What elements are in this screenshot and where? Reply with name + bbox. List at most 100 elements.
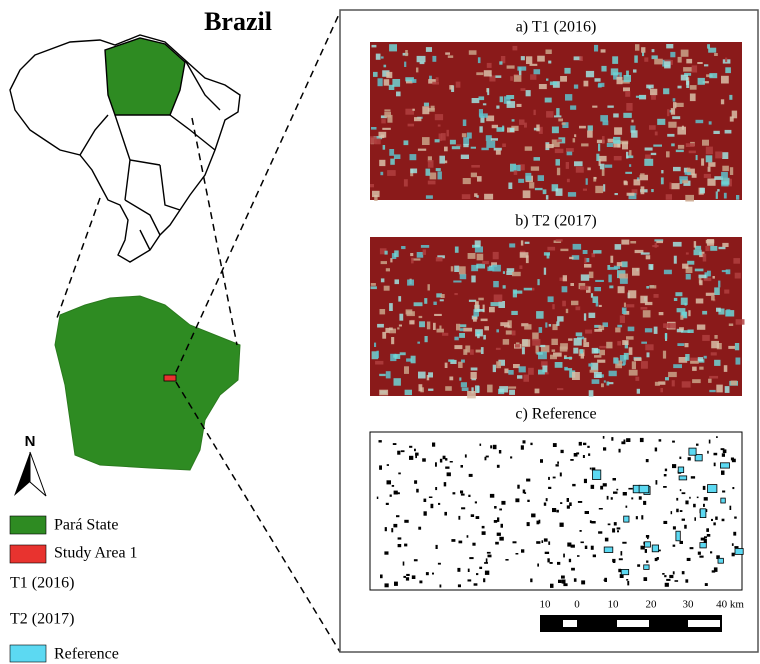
clearing bbox=[419, 316, 423, 318]
clearing bbox=[557, 168, 560, 176]
clearing bbox=[576, 167, 584, 173]
reference-polygon bbox=[445, 467, 449, 469]
reference-polygon bbox=[655, 558, 658, 561]
clearing bbox=[680, 180, 683, 184]
reference-polygon bbox=[722, 453, 725, 457]
clearing bbox=[513, 46, 518, 51]
clearing bbox=[493, 365, 496, 372]
reference-polygon bbox=[567, 543, 571, 547]
reference-polygon bbox=[708, 485, 717, 493]
reference-polygon bbox=[644, 577, 648, 581]
connector bbox=[176, 12, 340, 372]
reference-polygon bbox=[676, 498, 678, 501]
reference-polygon bbox=[672, 441, 675, 443]
clearing bbox=[389, 44, 397, 51]
clearing bbox=[459, 266, 466, 274]
clearing bbox=[508, 370, 513, 375]
reference-polygon bbox=[676, 531, 680, 541]
clearing bbox=[404, 140, 409, 145]
reference-polygon bbox=[591, 485, 595, 489]
clearing bbox=[594, 45, 598, 52]
reference-polygon bbox=[557, 562, 560, 565]
clearing bbox=[665, 333, 667, 339]
clearing bbox=[711, 341, 719, 348]
clearing bbox=[626, 103, 632, 111]
clearing bbox=[496, 361, 501, 368]
reference-polygon bbox=[458, 516, 460, 520]
clearing bbox=[394, 154, 401, 159]
clearing bbox=[613, 113, 619, 117]
clearing bbox=[690, 94, 696, 102]
clearing bbox=[725, 130, 732, 134]
clearing bbox=[650, 285, 657, 288]
clearing bbox=[530, 64, 538, 66]
reference-polygon bbox=[696, 444, 699, 446]
clearing bbox=[626, 304, 634, 307]
clearing bbox=[571, 301, 578, 306]
scale-label: 40 km bbox=[716, 599, 744, 611]
clearing bbox=[698, 357, 703, 361]
clearing bbox=[418, 372, 426, 379]
clearing bbox=[573, 138, 576, 142]
clearing bbox=[500, 322, 509, 326]
reference-polygon bbox=[712, 570, 716, 572]
reference-polygon bbox=[429, 497, 433, 499]
clearing bbox=[677, 343, 684, 346]
reference-polygon bbox=[412, 575, 416, 579]
reference-polygon bbox=[435, 462, 437, 466]
clearing bbox=[525, 242, 530, 244]
clearing bbox=[422, 137, 430, 145]
reference-polygon bbox=[443, 456, 446, 460]
reference-polygon bbox=[616, 489, 618, 491]
clearing bbox=[676, 150, 684, 152]
clearing bbox=[433, 302, 436, 305]
reference-polygon bbox=[461, 494, 465, 496]
clearing bbox=[428, 389, 433, 391]
clearing bbox=[570, 105, 576, 109]
clearing bbox=[581, 143, 588, 146]
reference-polygon bbox=[440, 459, 442, 463]
clearing bbox=[623, 113, 632, 118]
clearing bbox=[548, 61, 551, 64]
clearing bbox=[714, 335, 717, 339]
clearing bbox=[389, 85, 395, 90]
clearing bbox=[545, 98, 552, 103]
clearing bbox=[634, 179, 641, 185]
clearing bbox=[518, 179, 524, 183]
clearing bbox=[479, 96, 485, 100]
reference-polygon bbox=[605, 538, 609, 542]
clearing bbox=[622, 340, 628, 345]
clearing bbox=[608, 139, 614, 143]
clearing bbox=[471, 276, 475, 283]
reference-polygon bbox=[418, 527, 421, 530]
clearing bbox=[709, 121, 712, 124]
reference-polygon bbox=[665, 583, 669, 587]
scale-label: 20 bbox=[646, 599, 658, 611]
reference-polygon bbox=[560, 523, 564, 527]
clearing bbox=[652, 49, 655, 52]
clearing bbox=[456, 324, 460, 331]
clearing bbox=[656, 241, 663, 243]
clearing bbox=[411, 258, 414, 264]
clearing bbox=[378, 78, 383, 86]
clearing bbox=[566, 309, 568, 313]
legend-swatch bbox=[10, 545, 46, 563]
reference-polygon bbox=[617, 527, 621, 529]
reference-polygon bbox=[676, 509, 679, 513]
clearing bbox=[462, 194, 471, 199]
clearing bbox=[460, 274, 467, 279]
clearing bbox=[556, 159, 561, 166]
reference-polygon bbox=[527, 522, 530, 526]
reference-polygon bbox=[697, 497, 699, 499]
reference-polygon bbox=[584, 479, 587, 483]
clearing bbox=[380, 309, 386, 314]
clearing bbox=[682, 264, 688, 269]
clearing bbox=[463, 144, 468, 147]
reference-polygon bbox=[379, 465, 382, 469]
clearing bbox=[547, 254, 550, 259]
clearing bbox=[486, 141, 495, 148]
reference-polygon bbox=[590, 468, 592, 470]
reference-polygon bbox=[426, 572, 429, 575]
clearing bbox=[736, 358, 741, 365]
legend-label: Pará State bbox=[54, 517, 118, 534]
